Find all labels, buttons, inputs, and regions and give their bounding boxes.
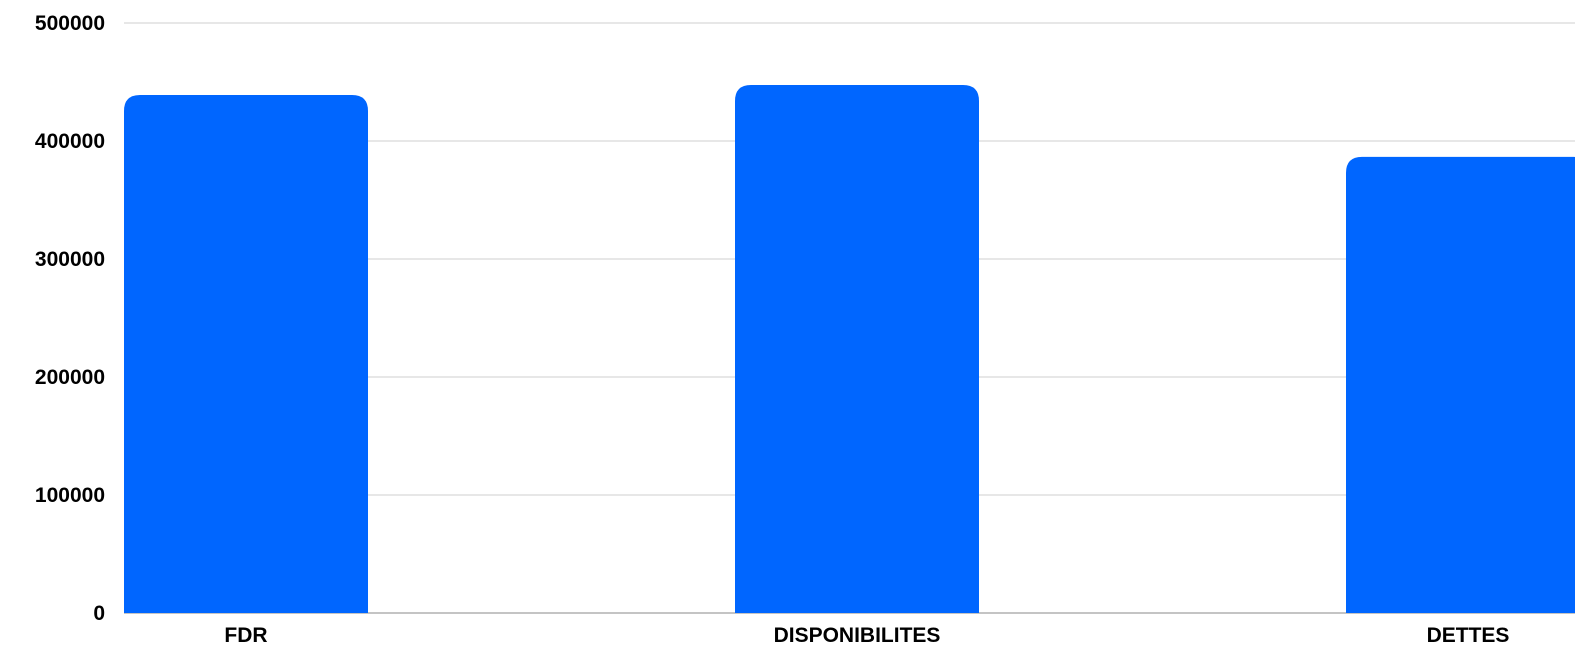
bar-fdr <box>124 94 368 614</box>
y-tick-label: 300000 <box>35 248 105 271</box>
y-tick-label: 400000 <box>35 130 105 153</box>
y-tick-label: 500000 <box>35 12 105 35</box>
x-category-label: FDR <box>224 624 267 647</box>
y-tick-label: 200000 <box>35 366 105 389</box>
y-tick-label: 100000 <box>35 484 105 507</box>
x-category-label: DETTES <box>1427 624 1510 647</box>
bar-dettes <box>1346 156 1575 613</box>
y-axis-ticks: 0 100000 200000 300000 400000 500000 <box>35 12 105 625</box>
x-category-label: DISPONIBILITES <box>774 624 941 647</box>
x-axis-labels: FDR DISPONIBILITES DETTES <box>224 624 1509 647</box>
bars <box>124 84 1575 614</box>
bar-disponibilites <box>735 84 979 613</box>
y-tick-label: 0 <box>93 602 105 625</box>
